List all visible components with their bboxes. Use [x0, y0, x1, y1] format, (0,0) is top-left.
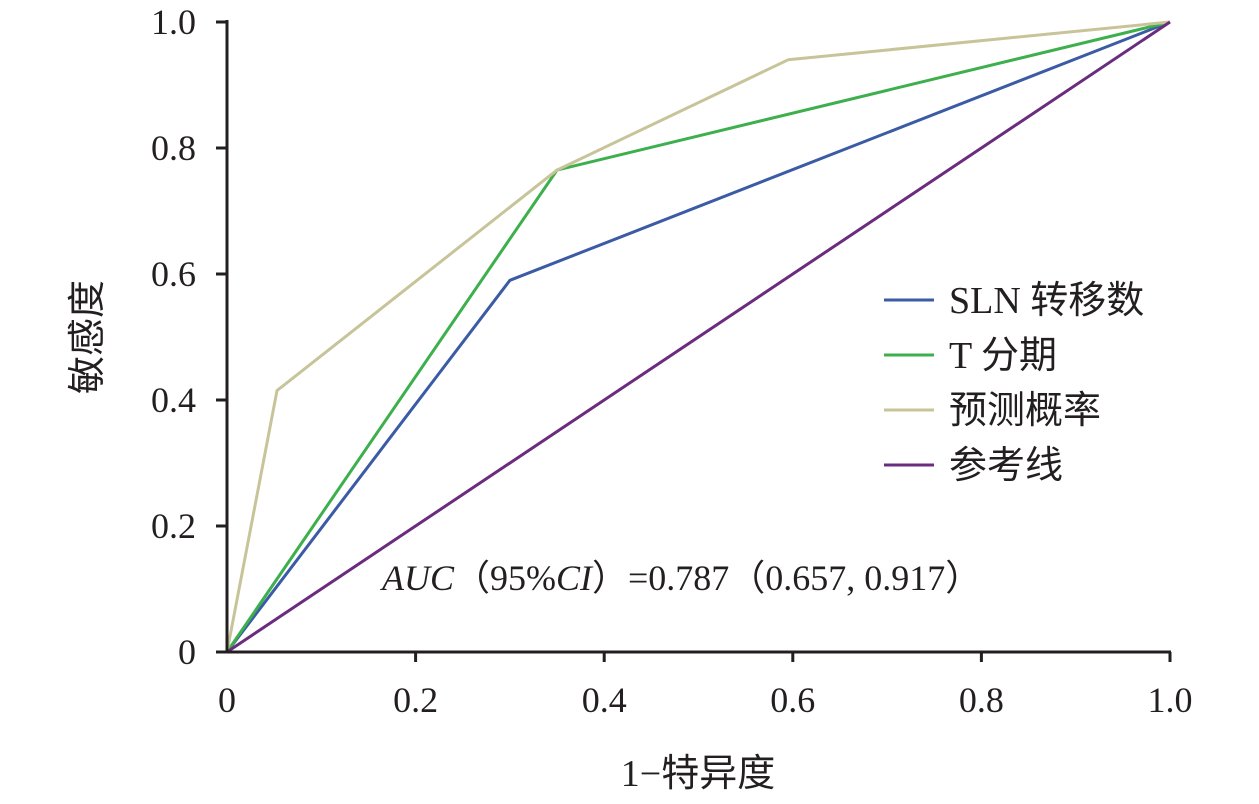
x-axis-ticks: 0 0.2 0.4 0.6 0.8 1.0	[218, 652, 1193, 720]
y-axis-title: 敏感度	[67, 280, 109, 394]
legend-label-0: SLN 转移数	[949, 280, 1144, 322]
y-tick-label: 0	[178, 632, 196, 672]
series-line-2	[225, 20, 1171, 653]
axes	[225, 20, 1171, 654]
series-line-0	[225, 20, 1171, 653]
x-tick-label: 0.2	[393, 680, 438, 720]
x-tick-label: 0.6	[770, 680, 815, 720]
series-line-3	[226, 20, 1171, 654]
x-tick-label: 0.4	[582, 680, 627, 720]
auc-value: ）=0.787（0.657, 0.917）	[592, 558, 981, 598]
legend-label-2: 预测概率	[949, 390, 1101, 432]
y-tick-label: 0.2	[151, 506, 196, 546]
legend-label-3: 参考线	[949, 445, 1063, 487]
y-tick-label: 0.8	[151, 128, 196, 168]
auc-open: （95%	[454, 558, 556, 598]
x-axis-title: 1−特异度	[621, 753, 775, 795]
y-tick-label: 0.6	[151, 254, 196, 294]
x-tick-label: 1.0	[1148, 680, 1193, 720]
y-tick-label: 0.4	[151, 380, 196, 420]
auc-label: AUC	[380, 558, 455, 598]
x-tick-label: 0	[218, 680, 236, 720]
x-tick-label: 0.8	[959, 680, 1004, 720]
y-tick-label: 1.0	[151, 2, 196, 42]
plot-lines	[225, 20, 1171, 654]
ci-label: CI	[556, 558, 594, 598]
y-axis-ticks: 0 0.2 0.4 0.6 0.8 1.0	[151, 2, 227, 672]
legend-label-1: T 分期	[949, 335, 1057, 377]
auc-annotation: AUC（95%CI）=0.787（0.657, 0.917）	[380, 558, 981, 598]
